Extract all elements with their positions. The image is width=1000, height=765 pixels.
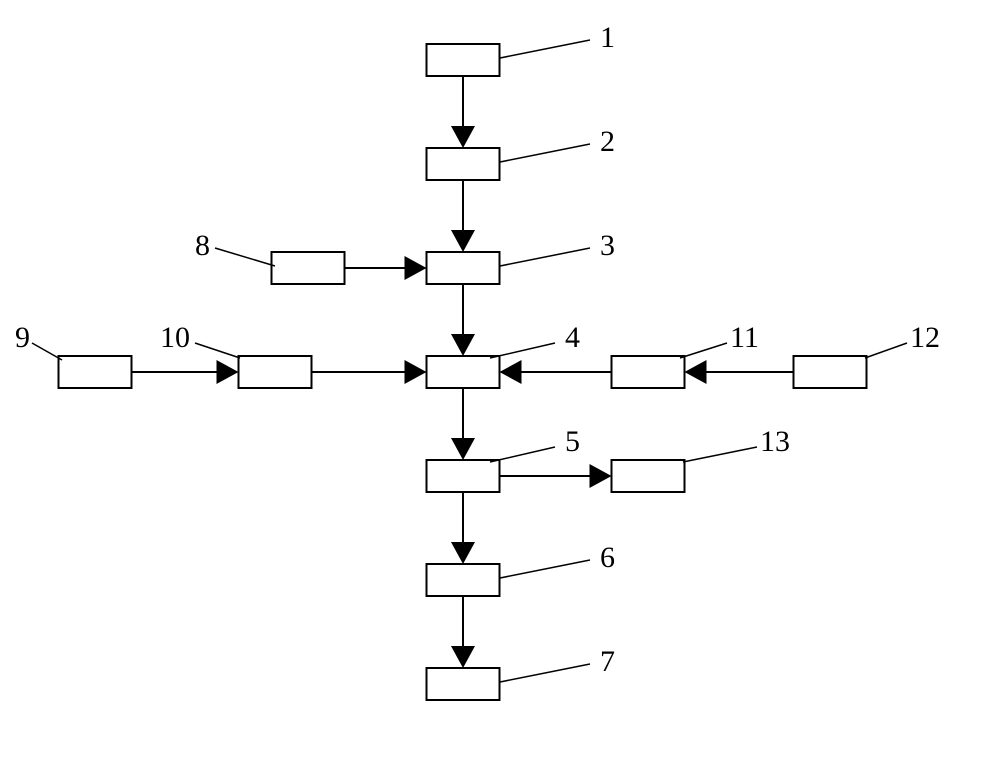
node-n13 [612, 460, 685, 492]
label-l2: 2 [600, 125, 615, 158]
node-n9 [59, 356, 132, 388]
node-n3 [427, 252, 500, 284]
label-l4: 4 [565, 321, 580, 354]
node-n8 [272, 252, 345, 284]
node-n4 [427, 356, 500, 388]
label-l10: 10 [160, 321, 190, 354]
label-l3: 3 [600, 229, 615, 262]
node-n7 [427, 668, 500, 700]
node-n1 [427, 44, 500, 76]
label-l9: 9 [15, 321, 30, 354]
node-n12 [794, 356, 867, 388]
label-l6: 6 [600, 541, 615, 574]
node-n11 [612, 356, 685, 388]
flowchart-diagram: 12345678910111213 [0, 0, 1000, 765]
label-l8: 8 [195, 229, 210, 262]
node-n6 [427, 564, 500, 596]
label-l7: 7 [600, 645, 615, 678]
node-n5 [427, 460, 500, 492]
label-l12: 12 [910, 321, 940, 354]
label-l5: 5 [565, 425, 580, 458]
label-l1: 1 [600, 21, 615, 54]
label-l11: 11 [730, 321, 759, 354]
node-n10 [239, 356, 312, 388]
node-n2 [427, 148, 500, 180]
label-l13: 13 [760, 425, 790, 458]
